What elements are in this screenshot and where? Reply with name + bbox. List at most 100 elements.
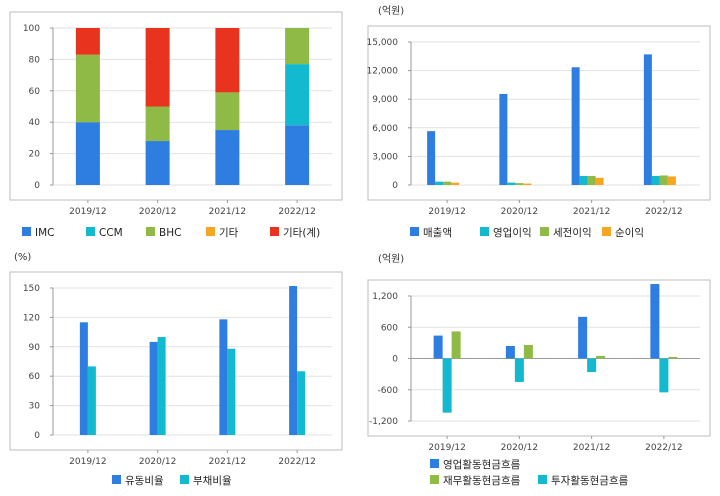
unit-label: (억원) (378, 5, 404, 17)
x-tick-label: 2021/12 (573, 443, 610, 453)
bar-BHC (285, 28, 310, 65)
bar-순이익 (595, 177, 604, 185)
y-tick-label: 9,000 (372, 95, 398, 105)
bar-매출액 (643, 54, 652, 185)
x-tick-label: 2019/12 (69, 207, 106, 217)
y-tick-label: 15,000 (367, 38, 399, 48)
x-tick-label: 2021/12 (209, 457, 246, 467)
bar-IMC (75, 122, 100, 185)
unit-label: (%) (14, 252, 31, 263)
y-tick-label: 40 (29, 118, 41, 128)
bar-BHC (75, 54, 100, 123)
bar-세전이익 (659, 175, 668, 185)
y-tick-label: -1,200 (369, 417, 398, 427)
legend-label: 영업이익 (493, 226, 532, 239)
chart-2: 0 3,000 6,000 9,000 12,000 15,000 (억원) 2019/12 2… (367, 5, 711, 239)
bar-세전이익 (443, 181, 452, 185)
bar-영업활동현금흐름 (433, 335, 443, 359)
y-tick-label: 60 (29, 87, 41, 97)
x-tick-label: 2021/12 (573, 207, 610, 217)
y-tick-label: 0 (392, 355, 398, 365)
chart-3: 0 30 60 90 120 150 (%) 2019/12 2020/12 2021/12 202… (9, 252, 343, 487)
bar-기타(계) (145, 28, 170, 107)
legend-label: 유동비율 (125, 475, 164, 487)
x-tick-label: 2022/12 (645, 207, 682, 217)
bar-투자활동현금흐름 (514, 358, 524, 382)
bar-영업이익 (651, 175, 660, 185)
y-tick-label: 600 (381, 323, 398, 333)
bar-BHC (215, 92, 240, 131)
legend-swatch (270, 227, 279, 236)
bar-BHC (145, 106, 170, 142)
bar-영업이익 (507, 182, 516, 185)
legend-swatch (112, 475, 121, 484)
y-tick-label: 12,000 (367, 67, 399, 77)
bar-세전이익 (515, 183, 524, 185)
legend-swatch (430, 459, 439, 468)
bar-순이익 (451, 182, 460, 185)
unit-label: (억원) (378, 253, 404, 265)
legend-label: 재무활동현금흐름 (443, 474, 521, 487)
x-tick-label: 2019/12 (428, 443, 465, 453)
legend-swatch (480, 227, 489, 236)
bar-매출액 (499, 93, 508, 185)
legend-label: 부채비율 (193, 475, 232, 487)
x-tick-label: 2019/12 (69, 457, 106, 467)
legend-label: 매출액 (423, 227, 452, 239)
legend-label: 기타(계) (283, 227, 320, 239)
bar-매출액 (571, 67, 580, 185)
y-tick-label: 3,000 (372, 152, 398, 162)
y-tick-label: 0 (392, 181, 398, 191)
bar-유동비율 (79, 322, 88, 435)
y-tick-label: 6,000 (372, 124, 398, 134)
bar-IMC (145, 141, 170, 185)
bar-재무활동현금흐름 (668, 356, 678, 359)
x-tick-label: 2021/12 (209, 207, 246, 217)
bar-투자활동현금흐름 (442, 358, 452, 413)
bar-재무활동현금흐름 (596, 355, 606, 359)
x-tick-label: 2022/12 (278, 457, 315, 467)
x-tick-label: 2022/12 (278, 207, 315, 217)
legend-label: BHC (159, 227, 181, 239)
y-tick-label: 0 (34, 181, 40, 191)
legend-label: 투자활동현금흐름 (551, 474, 629, 487)
legend-label: IMC (35, 227, 55, 239)
x-tick-label: 2020/12 (139, 457, 176, 467)
bar-부채비율 (157, 337, 166, 435)
legend-swatch (146, 227, 155, 236)
bar-유동비율 (289, 286, 298, 435)
bar-순이익 (523, 183, 532, 185)
bar-IMC (285, 125, 310, 185)
y-tick-label: -600 (378, 386, 399, 396)
y-tick-label: 30 (29, 402, 41, 412)
x-tick-label: 2020/12 (501, 207, 538, 217)
y-tick-label: 80 (29, 55, 41, 65)
bar-기타(계) (215, 28, 240, 93)
legend-swatch (86, 227, 95, 236)
y-tick-label: 90 (29, 343, 41, 353)
bar-영업활동현금흐름 (650, 284, 660, 359)
y-tick-label: 120 (23, 313, 40, 323)
legend-swatch (540, 227, 549, 236)
legend-label: 기타 (219, 227, 239, 239)
y-tick-label: 150 (23, 284, 40, 294)
legend-swatch (180, 475, 189, 484)
plot-frame (367, 25, 711, 201)
bar-영업활동현금흐름 (578, 316, 588, 359)
legend-label: 영업활동현금흐름 (443, 458, 521, 471)
y-tick-label: 1,200 (372, 292, 398, 302)
legend-swatch (538, 475, 547, 484)
bar-매출액 (427, 131, 436, 185)
bar-기타(계) (75, 28, 100, 55)
x-tick-label: 2022/12 (645, 443, 682, 453)
bar-순이익 (667, 176, 676, 185)
bar-투자활동현금흐름 (659, 358, 669, 393)
chart-4: -1,200 -600 0 600 1,200 (억원) 2019/12 2020/12 202… (367, 253, 711, 487)
bar-영업활동현금흐름 (505, 346, 515, 359)
x-tick-label: 2020/12 (501, 443, 538, 453)
legend-label: 순이익 (615, 227, 644, 239)
y-tick-label: 100 (23, 24, 40, 34)
bar-재무활동현금흐름 (523, 344, 533, 359)
bar-IMC (215, 130, 240, 185)
